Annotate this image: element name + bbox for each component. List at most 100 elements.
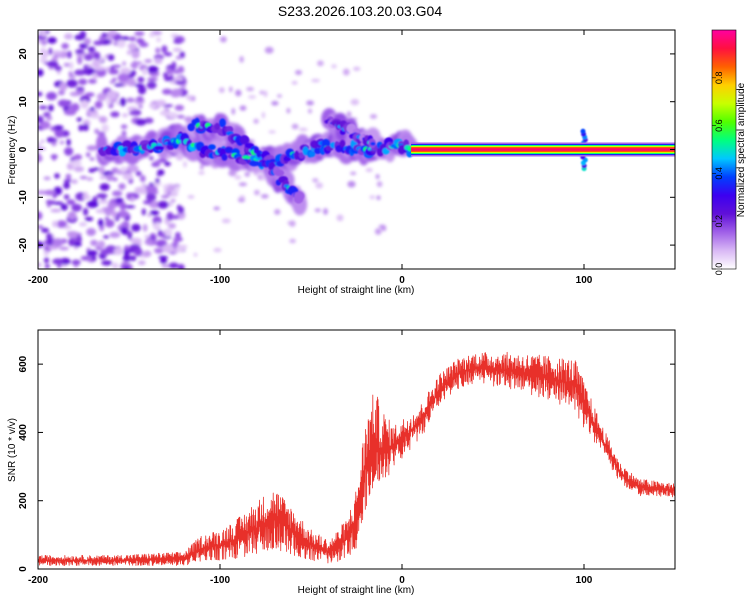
spectrogram-cell bbox=[374, 228, 382, 235]
spectrogram-cell bbox=[63, 179, 72, 183]
spectrogram-cell bbox=[57, 90, 65, 96]
spectrogram-cell bbox=[156, 36, 162, 43]
spectrogram-cell bbox=[114, 159, 124, 165]
spectrogram-cell bbox=[184, 116, 193, 123]
spectrogram-cell bbox=[142, 250, 152, 258]
spectrogram-cell bbox=[276, 94, 283, 98]
snr-x-tick-label: 100 bbox=[576, 575, 593, 586]
spectrogram-cell bbox=[144, 117, 154, 124]
spectrogram-cell bbox=[250, 155, 255, 162]
spectrogram-cell bbox=[256, 151, 262, 158]
spectrogram-cell bbox=[286, 107, 291, 114]
spectrogram-cell bbox=[225, 147, 233, 153]
spectrogram-cell bbox=[127, 78, 137, 87]
spectrogram-cell bbox=[347, 180, 356, 188]
spectrogram-cell bbox=[112, 177, 118, 182]
spectrogram-cell bbox=[78, 222, 88, 227]
snr-x-label: Height of straight line (km) bbox=[298, 585, 415, 596]
spectrogram-cell bbox=[87, 46, 96, 53]
spectrogram-cell bbox=[298, 127, 308, 132]
spectrogram-cell bbox=[218, 87, 225, 93]
spectrogram-cell bbox=[353, 66, 361, 71]
spectrogram-cell bbox=[134, 31, 145, 36]
spectrogram-cell bbox=[173, 237, 179, 244]
spectrogram-cell bbox=[137, 76, 145, 83]
spectrogram-cell bbox=[39, 48, 47, 52]
spectrogram-cell bbox=[41, 227, 50, 233]
spectrogram-x-ticks: -200 -100 0 100 bbox=[28, 30, 593, 286]
spectrogram-cell bbox=[214, 122, 220, 131]
spectrogram-cell bbox=[289, 220, 296, 227]
spectrogram-y-tick-label: -10 bbox=[18, 190, 29, 205]
spectrogram-cell bbox=[213, 247, 222, 253]
spectrogram-cell bbox=[38, 262, 42, 268]
spectrogram-cell bbox=[52, 154, 57, 161]
spectrogram-cell bbox=[78, 78, 88, 86]
spectrogram-cell bbox=[105, 219, 115, 228]
spectrogram-cell bbox=[88, 78, 97, 84]
spectrogram-cell bbox=[159, 110, 170, 116]
spectrogram-cell bbox=[84, 216, 94, 222]
spectrogram-cell bbox=[43, 176, 51, 181]
spectrogram-cell bbox=[131, 223, 141, 232]
spectrogram-cell bbox=[101, 124, 109, 133]
spectrogram-cell bbox=[120, 166, 127, 173]
spectrogram-cell bbox=[274, 209, 281, 215]
spectrogram-cell bbox=[198, 171, 205, 175]
colorbar-tick-label: 0.4 bbox=[714, 167, 724, 180]
spectrogram-cell bbox=[106, 174, 114, 182]
colorbar-tick-label: 0.0 bbox=[714, 263, 724, 276]
spectrogram-cell bbox=[73, 154, 83, 161]
spectrogram-cell bbox=[119, 97, 126, 107]
spectrogram-cell bbox=[115, 197, 124, 204]
spectrogram-cell bbox=[160, 195, 170, 199]
spectrogram-cell bbox=[167, 185, 175, 192]
spectrogram-cell bbox=[155, 221, 160, 230]
spectrogram-cell bbox=[43, 111, 51, 118]
spectrogram-cell bbox=[342, 68, 350, 76]
spectrogram-cell bbox=[85, 92, 95, 97]
spectrogram-cell bbox=[154, 248, 164, 254]
spectrogram-cell bbox=[169, 201, 174, 207]
spectrogram-cell bbox=[244, 171, 251, 177]
spectrogram-cell bbox=[108, 68, 119, 75]
spectrogram-cell bbox=[90, 239, 98, 247]
spectrogram-cell bbox=[174, 104, 185, 111]
spectrogram-cell bbox=[141, 182, 146, 192]
spectrogram-cell bbox=[94, 100, 103, 109]
spectrogram-cell bbox=[104, 32, 117, 37]
spectrogram-cell bbox=[83, 191, 88, 199]
spectrogram-cell bbox=[66, 199, 76, 205]
spectrogram-cell bbox=[83, 38, 91, 45]
spectrogram-cell bbox=[131, 49, 140, 59]
spectrogram-cell bbox=[89, 157, 95, 161]
spectrogram-cell bbox=[75, 87, 85, 91]
spectrogram-cell bbox=[311, 78, 320, 83]
spectrogram-cell bbox=[126, 50, 132, 55]
spectrogram-cell bbox=[220, 36, 227, 43]
spectrogram-cell bbox=[70, 160, 82, 167]
spectrogram-cell bbox=[52, 238, 64, 247]
spectrogram-cell bbox=[74, 69, 86, 76]
colorbar-label: Normalized spectral amplitude bbox=[736, 82, 747, 217]
spectrogram-cell bbox=[106, 98, 112, 106]
spectrogram-cell bbox=[221, 154, 228, 161]
spectrogram-cell bbox=[38, 211, 43, 221]
spectrogram-cell bbox=[154, 57, 163, 65]
spectrogram-cell bbox=[339, 139, 346, 148]
spectrogram-cell bbox=[229, 86, 233, 93]
spectrogram-cell bbox=[109, 66, 115, 70]
spectrogram-cell bbox=[99, 175, 107, 180]
spectrogram-cell bbox=[64, 147, 74, 156]
spectrogram-cell bbox=[68, 71, 74, 76]
spectrogram-cell bbox=[147, 77, 158, 82]
spectrogram-cell bbox=[60, 203, 68, 211]
spectrogram-cell bbox=[109, 231, 121, 238]
spectrogram-cell bbox=[67, 50, 72, 59]
spectrogram-cell bbox=[248, 95, 257, 99]
spectrogram-cell bbox=[155, 47, 161, 54]
spectrogram-cell bbox=[116, 39, 126, 48]
spectrogram-cell bbox=[86, 250, 98, 256]
spectrogram-cell bbox=[162, 88, 173, 95]
